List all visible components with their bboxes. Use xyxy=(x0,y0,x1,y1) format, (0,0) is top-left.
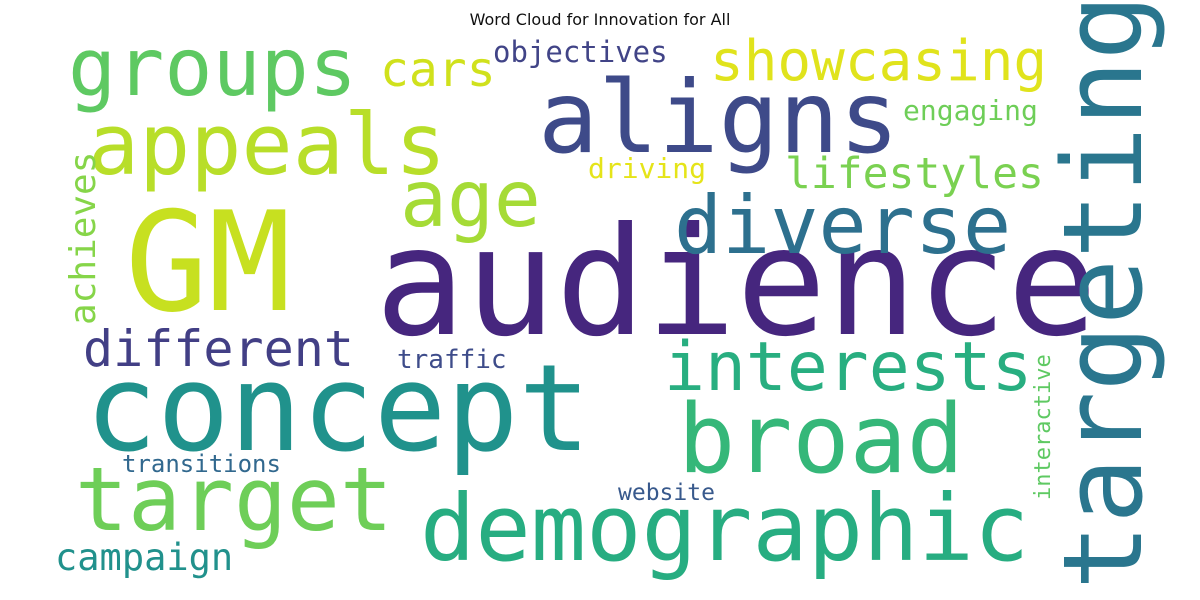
cloud-word-targeting: targeting xyxy=(1039,0,1167,590)
cloud-word-showcasing: showcasing xyxy=(710,29,1047,94)
cloud-word-interactive: interactive xyxy=(1031,354,1056,500)
cloud-word-engaging: engaging xyxy=(903,94,1038,127)
cloud-word-objectives: objectives xyxy=(493,35,668,69)
cloud-word-audience: audience xyxy=(375,196,1097,370)
cloud-word-interests: interests xyxy=(664,328,1032,407)
cloud-word-driving: driving xyxy=(588,152,706,185)
cloud-word-diverse: diverse xyxy=(674,179,1011,272)
cloud-word-traffic: traffic xyxy=(397,345,507,375)
cloud-word-groups: groups xyxy=(68,21,357,114)
cloud-word-gm: GM xyxy=(125,182,291,343)
cloud-word-campaign: campaign xyxy=(55,536,233,579)
cloud-word-different: different xyxy=(83,320,354,378)
cloud-word-concept: concept xyxy=(85,340,591,479)
cloud-word-transitions: transitions xyxy=(122,450,281,478)
cloud-word-broad: broad xyxy=(678,385,964,495)
cloud-word-appeals: appeals xyxy=(88,96,446,195)
cloud-word-website: website xyxy=(618,480,715,506)
cloud-word-achieves: achieves xyxy=(63,152,104,325)
cloud-word-demographic: demographic xyxy=(420,475,1029,582)
cloud-word-lifestyles: lifestyles xyxy=(785,149,1044,199)
cloud-word-target: target xyxy=(75,448,393,551)
cloud-word-aligns: aligns xyxy=(538,59,899,176)
cloud-word-age: age xyxy=(400,155,541,245)
cloud-word-cars: cars xyxy=(380,42,496,98)
figure-title: Word Cloud for Innovation for All xyxy=(469,10,731,29)
